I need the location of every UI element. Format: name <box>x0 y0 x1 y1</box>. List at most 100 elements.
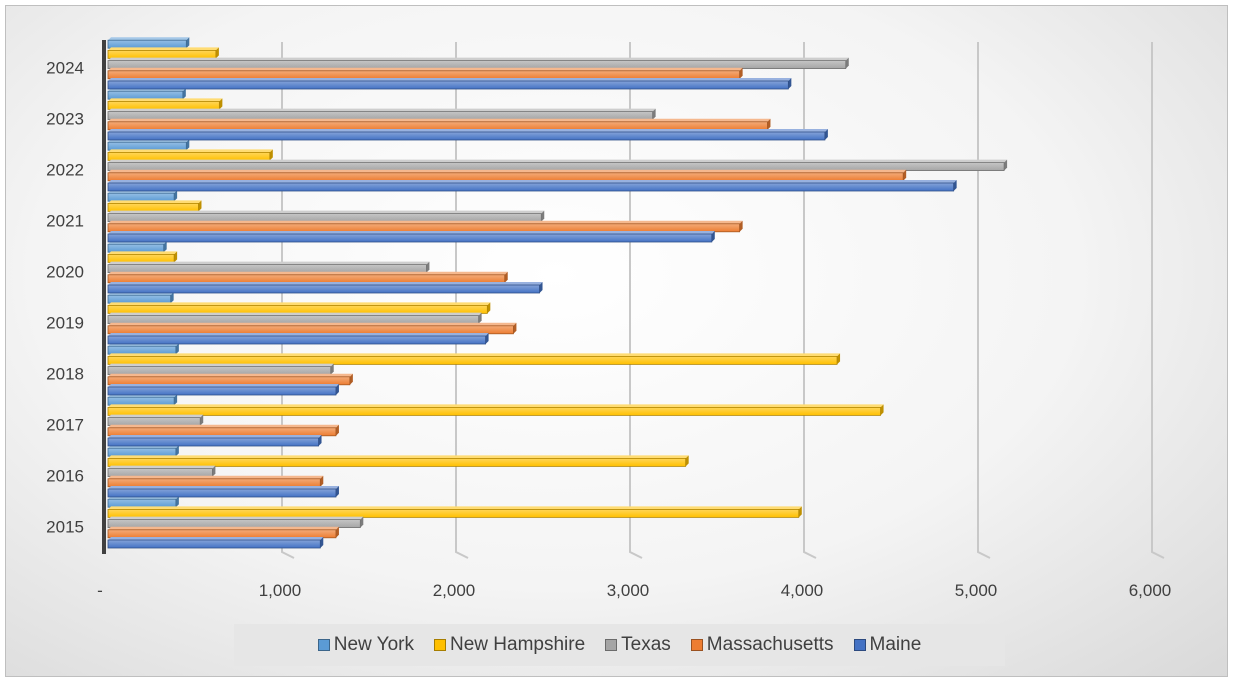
x-tick-label: 3,000 <box>607 581 650 600</box>
y-tick-label: 2020 <box>46 263 84 282</box>
bar-massachusetts-2018 <box>107 376 351 386</box>
legend-item-new-york: New York <box>317 634 414 656</box>
bar-side-face <box>335 486 339 497</box>
bar-top-face <box>108 322 517 326</box>
x-tick-label: 2,000 <box>433 581 476 600</box>
bar-top-face <box>108 67 743 71</box>
bar-side-face <box>182 88 186 100</box>
category-group-2022 <box>107 139 1008 192</box>
bar-side-face <box>335 424 339 436</box>
bar-side-face <box>880 404 884 416</box>
category-group-2021 <box>107 190 743 243</box>
bar-top-face <box>108 220 743 224</box>
bar-top-face <box>108 333 489 336</box>
bar-side-face <box>200 414 204 426</box>
bar-top-face <box>108 414 204 418</box>
y-tick-label: 2015 <box>46 518 84 537</box>
bar-maine-2022 <box>107 182 955 192</box>
bar-side-face <box>953 180 957 191</box>
bar-maine-2017 <box>107 437 319 447</box>
bar-new-hampshire-2018 <box>107 355 838 365</box>
bar-top-face <box>108 486 339 489</box>
bar-side-face <box>318 435 322 446</box>
bar-top-face <box>108 261 430 265</box>
bar-new-hampshire-2016 <box>107 457 687 467</box>
bar-top-face <box>108 435 322 438</box>
bar-top-face <box>108 475 324 479</box>
legend-item-texas: Texas <box>605 634 671 656</box>
bar-side-face <box>824 129 828 140</box>
bar-massachusetts-2021 <box>107 223 741 233</box>
bar-top-face <box>108 312 482 316</box>
gridline <box>629 42 643 559</box>
bar-maine-2021 <box>107 233 713 243</box>
bar-side-face <box>175 445 179 457</box>
bar-new-york-2015 <box>107 498 177 508</box>
bar-maine-2018 <box>107 386 337 396</box>
bar-side-face <box>186 37 190 49</box>
bar-side-face <box>513 322 517 334</box>
bar-side-face <box>219 98 223 110</box>
legend-swatch <box>853 639 866 651</box>
bar-top-face <box>108 129 828 132</box>
bar-top-face <box>108 47 219 51</box>
x-tick-label: 1,000 <box>259 581 302 600</box>
bar-texas-2015 <box>107 519 361 528</box>
bar-side-face <box>163 241 167 253</box>
bar-side-face <box>426 261 430 273</box>
legend-swatch <box>605 639 618 651</box>
bar-top-face <box>108 384 339 387</box>
bar-top-face <box>108 363 334 367</box>
legend-label: New York <box>333 634 414 655</box>
bar-texas-2021 <box>107 213 542 223</box>
y-tick-label: 2018 <box>46 365 84 384</box>
bar-top-face <box>108 159 1008 163</box>
gridline <box>1151 42 1165 559</box>
bar-side-face <box>320 537 324 548</box>
bar-side-face <box>739 220 743 232</box>
bar-side-face <box>685 455 689 467</box>
bar-texas-2023 <box>107 111 654 120</box>
bar-texas-2019 <box>107 315 480 325</box>
bar-side-face <box>539 282 543 293</box>
x-tick-label: 5,000 <box>955 581 998 600</box>
bar-side-face <box>198 200 202 212</box>
bar-side-face <box>335 384 339 395</box>
bar-side-face <box>175 343 179 355</box>
bar-side-face <box>845 57 849 69</box>
bar-massachusetts-2023 <box>107 121 768 131</box>
legend-swatch <box>690 639 703 651</box>
bar-new-york-2018 <box>107 345 177 355</box>
bar-new-hampshire-2015 <box>107 508 800 518</box>
legend-label: Texas <box>621 634 671 655</box>
bar-side-face <box>504 271 508 283</box>
y-tick-label: 2021 <box>46 212 84 231</box>
bar-side-face <box>215 47 219 59</box>
bar-new-hampshire-2019 <box>107 304 488 314</box>
bar-new-york-2016 <box>107 447 177 457</box>
category-group-2018 <box>107 343 841 396</box>
bar-maine-2023 <box>107 131 826 141</box>
bar-side-face <box>186 139 190 151</box>
bar-top-face <box>108 78 792 81</box>
bar-texas-2022 <box>107 162 1005 172</box>
bar-maine-2020 <box>107 284 540 294</box>
bar-massachusetts-2017 <box>107 427 337 437</box>
bar-new-york-2021 <box>107 192 175 202</box>
category-group-2024 <box>107 37 849 90</box>
bar-new-hampshire-2023 <box>107 101 220 110</box>
bar-top-face <box>108 231 715 234</box>
bar-new-york-2024 <box>107 39 187 49</box>
bar-side-face <box>788 78 792 89</box>
bar-top-face <box>108 149 273 153</box>
bar-side-face <box>174 394 178 406</box>
bar-side-face <box>739 67 743 79</box>
legend-label: New Hampshire <box>450 634 586 655</box>
bar-texas-2020 <box>107 264 427 274</box>
bar-side-face <box>541 210 545 222</box>
bar-top-face <box>108 57 849 61</box>
bar-massachusetts-2019 <box>107 325 514 335</box>
bar-top-face <box>108 282 543 285</box>
bar-top-face <box>108 251 178 255</box>
bar-top-face <box>108 108 656 112</box>
